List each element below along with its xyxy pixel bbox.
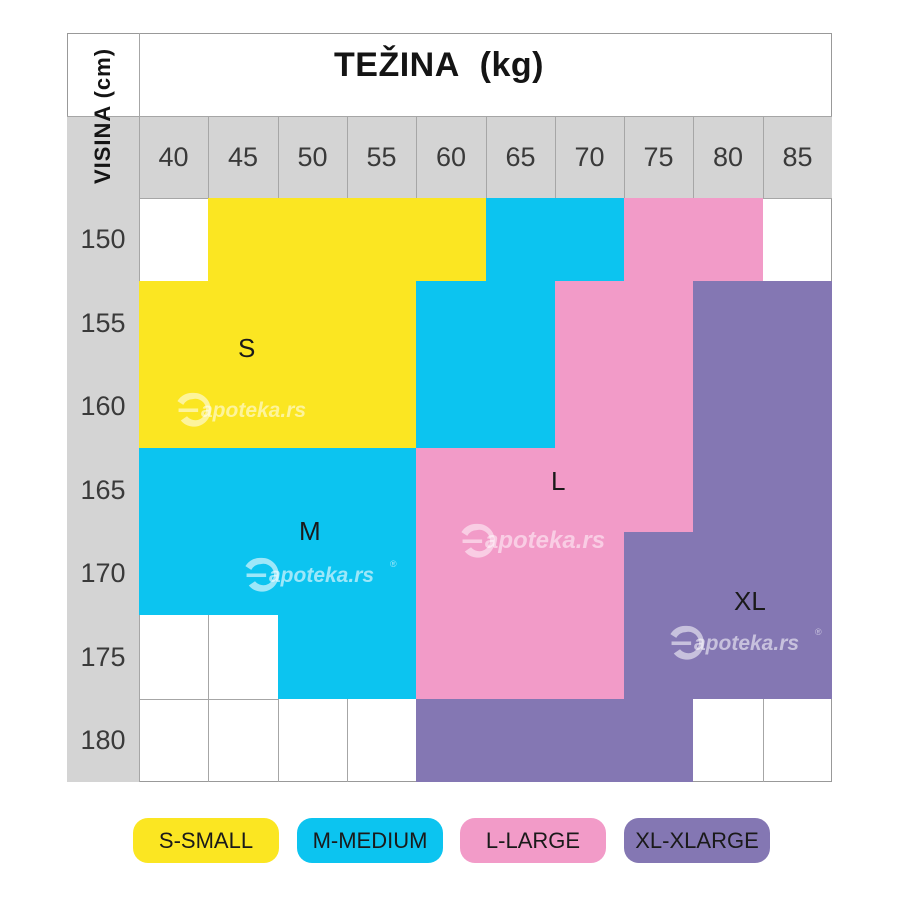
svg-text:apoteka.rs: apoteka.rs (269, 564, 374, 587)
svg-text:apoteka.rs: apoteka.rs (694, 632, 799, 655)
svg-text:®: ® (815, 627, 822, 637)
svg-text:®: ® (390, 559, 397, 569)
svg-text:apoteka.rs: apoteka.rs (485, 527, 605, 554)
svg-text:apoteka.rs: apoteka.rs (201, 399, 306, 422)
